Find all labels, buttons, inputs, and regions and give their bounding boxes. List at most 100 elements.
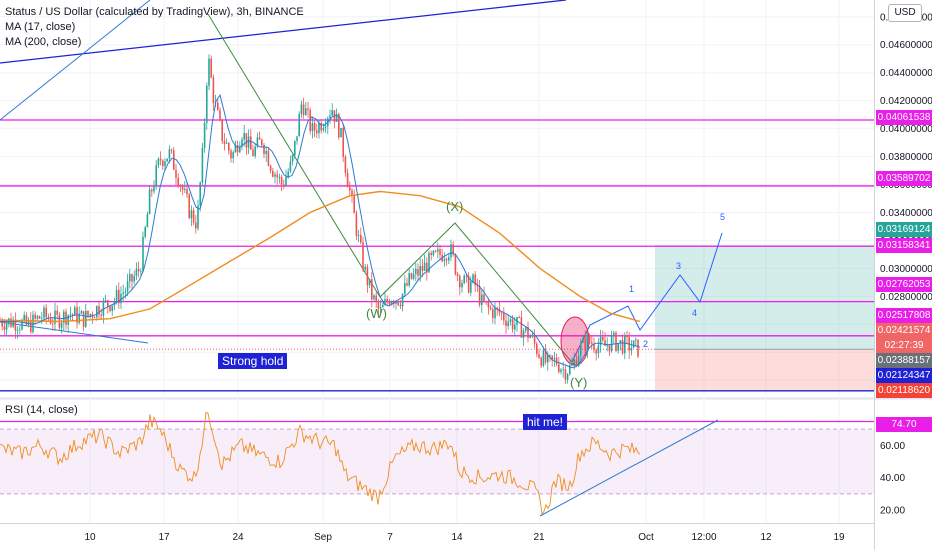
wave-y-label[interactable]: (Y) bbox=[570, 375, 588, 390]
candle-body bbox=[511, 319, 514, 330]
candle-body bbox=[542, 350, 545, 366]
candle-body bbox=[355, 213, 358, 236]
time-tick-label: 19 bbox=[833, 532, 845, 543]
impulse-projection[interactable] bbox=[571, 232, 723, 363]
time-tick-label: 12:00 bbox=[691, 532, 716, 543]
candle-body bbox=[349, 187, 351, 191]
candle-body bbox=[210, 58, 212, 78]
wave-w-label[interactable]: (W) bbox=[366, 306, 387, 321]
wave-1-label[interactable]: 1 bbox=[629, 284, 635, 294]
candle-body bbox=[353, 195, 355, 214]
candle-body bbox=[272, 170, 274, 177]
wave-5-label[interactable]: 5 bbox=[720, 212, 726, 222]
candle-body bbox=[536, 343, 538, 354]
candle-body bbox=[489, 307, 492, 310]
rsi-axis[interactable]: 60.00 40.00 20.00 bbox=[880, 441, 905, 517]
candle-body bbox=[265, 150, 267, 155]
price-tick-label: 0.03000000 bbox=[880, 264, 932, 275]
rsi-pane[interactable] bbox=[0, 400, 874, 523]
candle-body bbox=[192, 210, 195, 223]
drawings[interactable] bbox=[0, 0, 723, 367]
candle-body bbox=[267, 150, 270, 166]
time-axis[interactable]: 10 17 24 Sep 7 14 21 Oct 12:00 12 19 bbox=[84, 532, 845, 543]
candle-body bbox=[507, 321, 509, 327]
rsi-legend[interactable]: RSI (14, close) bbox=[5, 404, 78, 416]
candle-body bbox=[80, 311, 83, 314]
candle-body bbox=[494, 307, 496, 319]
time-tick-label: Oct bbox=[638, 532, 654, 543]
candle-body bbox=[406, 283, 408, 286]
candle-body bbox=[384, 299, 386, 305]
candle-body bbox=[509, 319, 512, 322]
candle-body bbox=[360, 235, 362, 243]
lower-trendline[interactable] bbox=[0, 321, 149, 344]
candle-body bbox=[505, 320, 507, 327]
candle-body bbox=[584, 338, 586, 352]
candle-body bbox=[289, 161, 292, 172]
candle-body bbox=[434, 250, 437, 252]
candle-body bbox=[619, 340, 622, 344]
rising-trendline[interactable] bbox=[0, 0, 151, 121]
candle-body bbox=[426, 262, 428, 273]
price-tag: 0.02517808 bbox=[876, 308, 932, 323]
candle-body bbox=[228, 143, 230, 151]
price-pane[interactable] bbox=[0, 0, 874, 397]
candle-body bbox=[230, 150, 232, 159]
candle-body bbox=[120, 293, 122, 304]
candle-body bbox=[335, 114, 338, 122]
candle-body bbox=[615, 332, 617, 351]
candle-body bbox=[126, 281, 129, 292]
price-series[interactable] bbox=[0, 54, 639, 385]
candle-body bbox=[157, 158, 160, 166]
candle-body bbox=[520, 317, 523, 338]
ma-200-legend[interactable]: MA (200, close) bbox=[5, 36, 82, 48]
wave-x-label[interactable]: (X) bbox=[446, 199, 464, 214]
hit-me-note[interactable]: hit me! bbox=[523, 414, 568, 430]
candle-body bbox=[476, 285, 479, 287]
wave-2-label[interactable]: 2 bbox=[643, 339, 649, 349]
candle-body bbox=[219, 110, 221, 120]
candle-body bbox=[549, 355, 551, 356]
candle-body bbox=[12, 320, 14, 327]
ma-17-legend[interactable]: MA (17, close) bbox=[5, 21, 76, 33]
wave-4-label[interactable]: 4 bbox=[692, 308, 698, 318]
candle-body bbox=[311, 123, 314, 132]
strong-hold-note[interactable]: Strong hold bbox=[218, 353, 288, 369]
time-tick-label: 17 bbox=[158, 532, 170, 543]
candle-body bbox=[52, 323, 54, 325]
rsi-line[interactable] bbox=[0, 411, 641, 516]
candle-body bbox=[27, 319, 30, 325]
candle-body bbox=[74, 307, 76, 315]
candle-body bbox=[487, 302, 490, 308]
candle-body bbox=[67, 315, 69, 325]
currency-button[interactable]: USD bbox=[888, 4, 922, 22]
candle-body bbox=[518, 316, 520, 318]
candle-body bbox=[344, 156, 347, 173]
candle-body bbox=[375, 295, 377, 302]
price-tick-label: 0.03400000 bbox=[880, 208, 932, 219]
candle-body bbox=[452, 244, 454, 255]
candle-body bbox=[269, 165, 272, 171]
candle-body bbox=[580, 342, 582, 357]
candle-body bbox=[364, 266, 366, 270]
wxy-wave-lines[interactable] bbox=[207, 13, 576, 367]
candle-body bbox=[606, 345, 608, 347]
ma-17-line[interactable] bbox=[0, 93, 641, 369]
upper-trendline[interactable] bbox=[0, 0, 567, 64]
candle-body bbox=[56, 310, 58, 315]
rsi-trendline[interactable] bbox=[539, 419, 719, 517]
horizontal-levels[interactable] bbox=[0, 119, 874, 392]
candle-body bbox=[428, 252, 430, 273]
candle-body bbox=[54, 310, 56, 324]
candle-body bbox=[181, 185, 184, 190]
candle-body bbox=[316, 130, 318, 134]
candle-body bbox=[421, 266, 424, 271]
price-tag: 0.02118620 bbox=[876, 383, 932, 398]
candle-body bbox=[43, 307, 45, 318]
time-tick-label: 7 bbox=[387, 532, 393, 543]
candle-body bbox=[564, 369, 567, 380]
ma-200-line[interactable] bbox=[0, 190, 641, 323]
candle-body bbox=[305, 108, 307, 116]
wave-3-label[interactable]: 3 bbox=[676, 261, 682, 271]
